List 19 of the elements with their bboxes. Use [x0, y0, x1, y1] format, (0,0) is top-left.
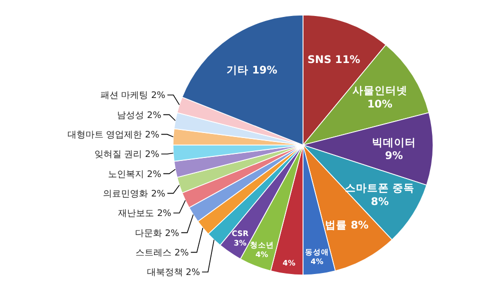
slice-label: 사물인터넷: [352, 85, 408, 98]
slice-label: 대북정책 2%: [146, 268, 200, 278]
slice-label: 재난보도 2%: [118, 209, 172, 220]
data-label: 10%: [367, 98, 393, 110]
slice-label: 대형마트 영업제한 2%: [67, 130, 160, 140]
slice-label: SNS 11%: [307, 54, 361, 66]
slice-label: 빅데이터: [372, 136, 416, 149]
slice-label: 법률 8%: [325, 219, 370, 232]
slice-label: 남성성 2%: [117, 110, 162, 121]
slice-label: 기타 19%: [226, 64, 278, 76]
slice-label: 다문화 2%: [135, 228, 180, 239]
data-label: 8%: [370, 196, 390, 208]
data-label: 9%: [385, 150, 404, 162]
slice-label: 노인복지 2%: [108, 170, 162, 180]
slice-label: 잊혀질 권리 2%: [94, 150, 160, 160]
slice-label: 의료민영화 2%: [103, 189, 166, 200]
slice-label: 스마트폰 중독: [345, 182, 415, 195]
slice-label: 패션 마케팅 2%: [100, 91, 166, 102]
slice-label: 스트레스 2%: [136, 248, 190, 258]
